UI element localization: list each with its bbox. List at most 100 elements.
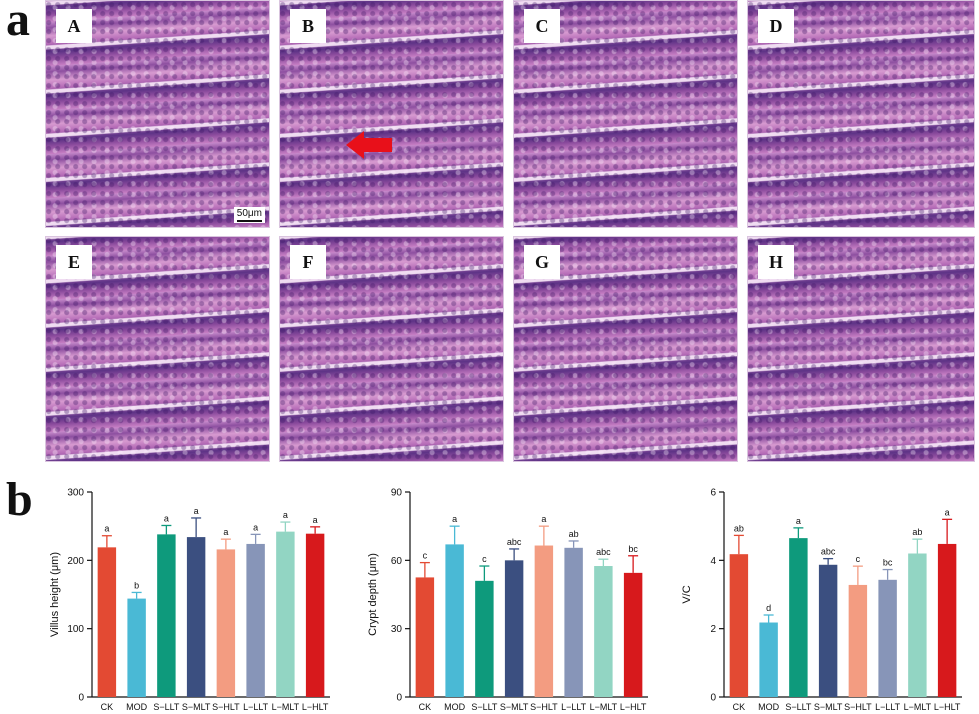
histology-panel-d: D [747, 0, 975, 228]
x-tick-label: MOD [126, 702, 147, 712]
significance-label: a [283, 510, 288, 520]
significance-label: a [541, 514, 546, 524]
bar [937, 543, 957, 697]
crypt-depth-chart: 0 30 60 90 Crypt depth (μm) c CK a MOD c S−LLT abc S… [367, 488, 648, 712]
histology-panel-h: H [747, 236, 975, 462]
histology-panel-e: E [45, 236, 270, 462]
y-axis-title: Crypt depth (μm) [367, 553, 379, 636]
x-tick-label: CK [419, 702, 432, 712]
x-tick-label: S−MLT [814, 702, 843, 712]
y-tick-label: 4 [710, 556, 716, 567]
panel-letter-e: E [56, 245, 92, 279]
bar [789, 538, 808, 697]
x-tick-label: CK [101, 702, 114, 712]
significance-label: a [313, 515, 318, 525]
figure-part-b-label: b [6, 473, 33, 526]
significance-label: abc [821, 547, 836, 557]
panel-letter-g: G [524, 245, 560, 279]
significance-label: a [945, 507, 950, 517]
significance-label: c [856, 554, 861, 564]
x-tick-label: S−LLT [785, 702, 812, 712]
y-tick-label: 90 [391, 488, 403, 499]
bar [157, 534, 176, 697]
bar [759, 622, 778, 697]
bar [216, 549, 236, 697]
histology-panel-b: B [279, 0, 504, 228]
bar [504, 560, 524, 697]
significance-label: ab [734, 523, 744, 533]
bar [276, 531, 295, 697]
significance-label: a [796, 516, 801, 526]
bar [594, 566, 613, 697]
bar [186, 537, 206, 697]
red-arrow-icon [346, 131, 392, 159]
y-tick-label: 60 [391, 556, 403, 567]
significance-label: a [452, 514, 457, 524]
histology-panel-c: C [513, 0, 738, 228]
significance-label: c [423, 551, 428, 561]
x-tick-label: S−HLT [530, 702, 558, 712]
bar [878, 579, 897, 697]
significance-label: c [482, 554, 487, 564]
bar [415, 577, 435, 697]
y-tick-label: 0 [78, 693, 84, 704]
significance-label: d [766, 603, 771, 613]
x-tick-label: S−MLT [182, 702, 211, 712]
histology-panel-g: G [513, 236, 738, 462]
y-tick-label: 100 [67, 624, 84, 635]
significance-label: a [194, 506, 199, 516]
panel-letter-f: F [290, 245, 326, 279]
bar [445, 544, 464, 697]
x-tick-label: CK [733, 702, 746, 712]
histology-panel-f: F [279, 236, 504, 462]
panel-letter-c: C [524, 9, 560, 43]
bar [305, 533, 325, 697]
x-tick-label: L−MLT [904, 702, 932, 712]
panel-letter-b: B [290, 9, 326, 43]
significance-label: a [223, 527, 228, 537]
x-tick-label: L−HLT [620, 702, 647, 712]
x-tick-label: L−MLT [590, 702, 618, 712]
bar [818, 564, 838, 697]
bar [127, 598, 146, 697]
scale-bar-line [236, 220, 262, 222]
x-tick-label: S−HLT [212, 702, 240, 712]
panel-letter-a: A [56, 9, 92, 43]
villus-height-chart: 0 100 200 300 Villus height (μm) a CK b MOD a S−LL… [49, 488, 330, 712]
y-axis-title: Villus height (μm) [49, 552, 61, 637]
y-tick-label: 6 [710, 488, 716, 499]
bar [729, 554, 749, 697]
significance-label: a [164, 513, 169, 523]
y-tick-label: 300 [67, 488, 84, 499]
bar [848, 584, 868, 697]
x-tick-label: MOD [758, 702, 779, 712]
significance-label: a [104, 524, 109, 534]
scale-bar-label: 50μm [236, 208, 262, 219]
y-tick-label: 0 [396, 693, 402, 704]
significance-label: abc [507, 537, 522, 547]
x-tick-label: S−MLT [500, 702, 529, 712]
figure-part-a-label: a [6, 0, 30, 46]
y-tick-label: 200 [67, 556, 84, 567]
scale-bar: 50μm [233, 207, 265, 223]
v-c-ratio-chart: 0 2 4 6 V/C ab CK d MOD a S−LLT abc S−MLT c S−HLT bc L−L… [681, 488, 962, 712]
y-axis-title: V/C [681, 585, 693, 603]
bar [564, 547, 583, 697]
bar [475, 580, 494, 697]
bar [534, 545, 554, 697]
x-tick-label: L−LLT [561, 702, 587, 712]
x-tick-label: L−HLT [302, 702, 329, 712]
significance-label: bc [883, 558, 893, 568]
y-tick-label: 30 [391, 624, 403, 635]
bar [623, 572, 643, 697]
significance-label: abc [596, 547, 611, 557]
x-tick-label: MOD [444, 702, 465, 712]
significance-label: ab [912, 527, 922, 537]
y-tick-label: 2 [710, 624, 716, 635]
x-tick-label: S−LLT [471, 702, 498, 712]
bar [97, 547, 117, 697]
x-tick-label: L−LLT [875, 702, 901, 712]
histology-panel-a: A 50μm [45, 0, 270, 228]
y-tick-label: 0 [710, 693, 716, 704]
x-tick-label: L−HLT [934, 702, 961, 712]
